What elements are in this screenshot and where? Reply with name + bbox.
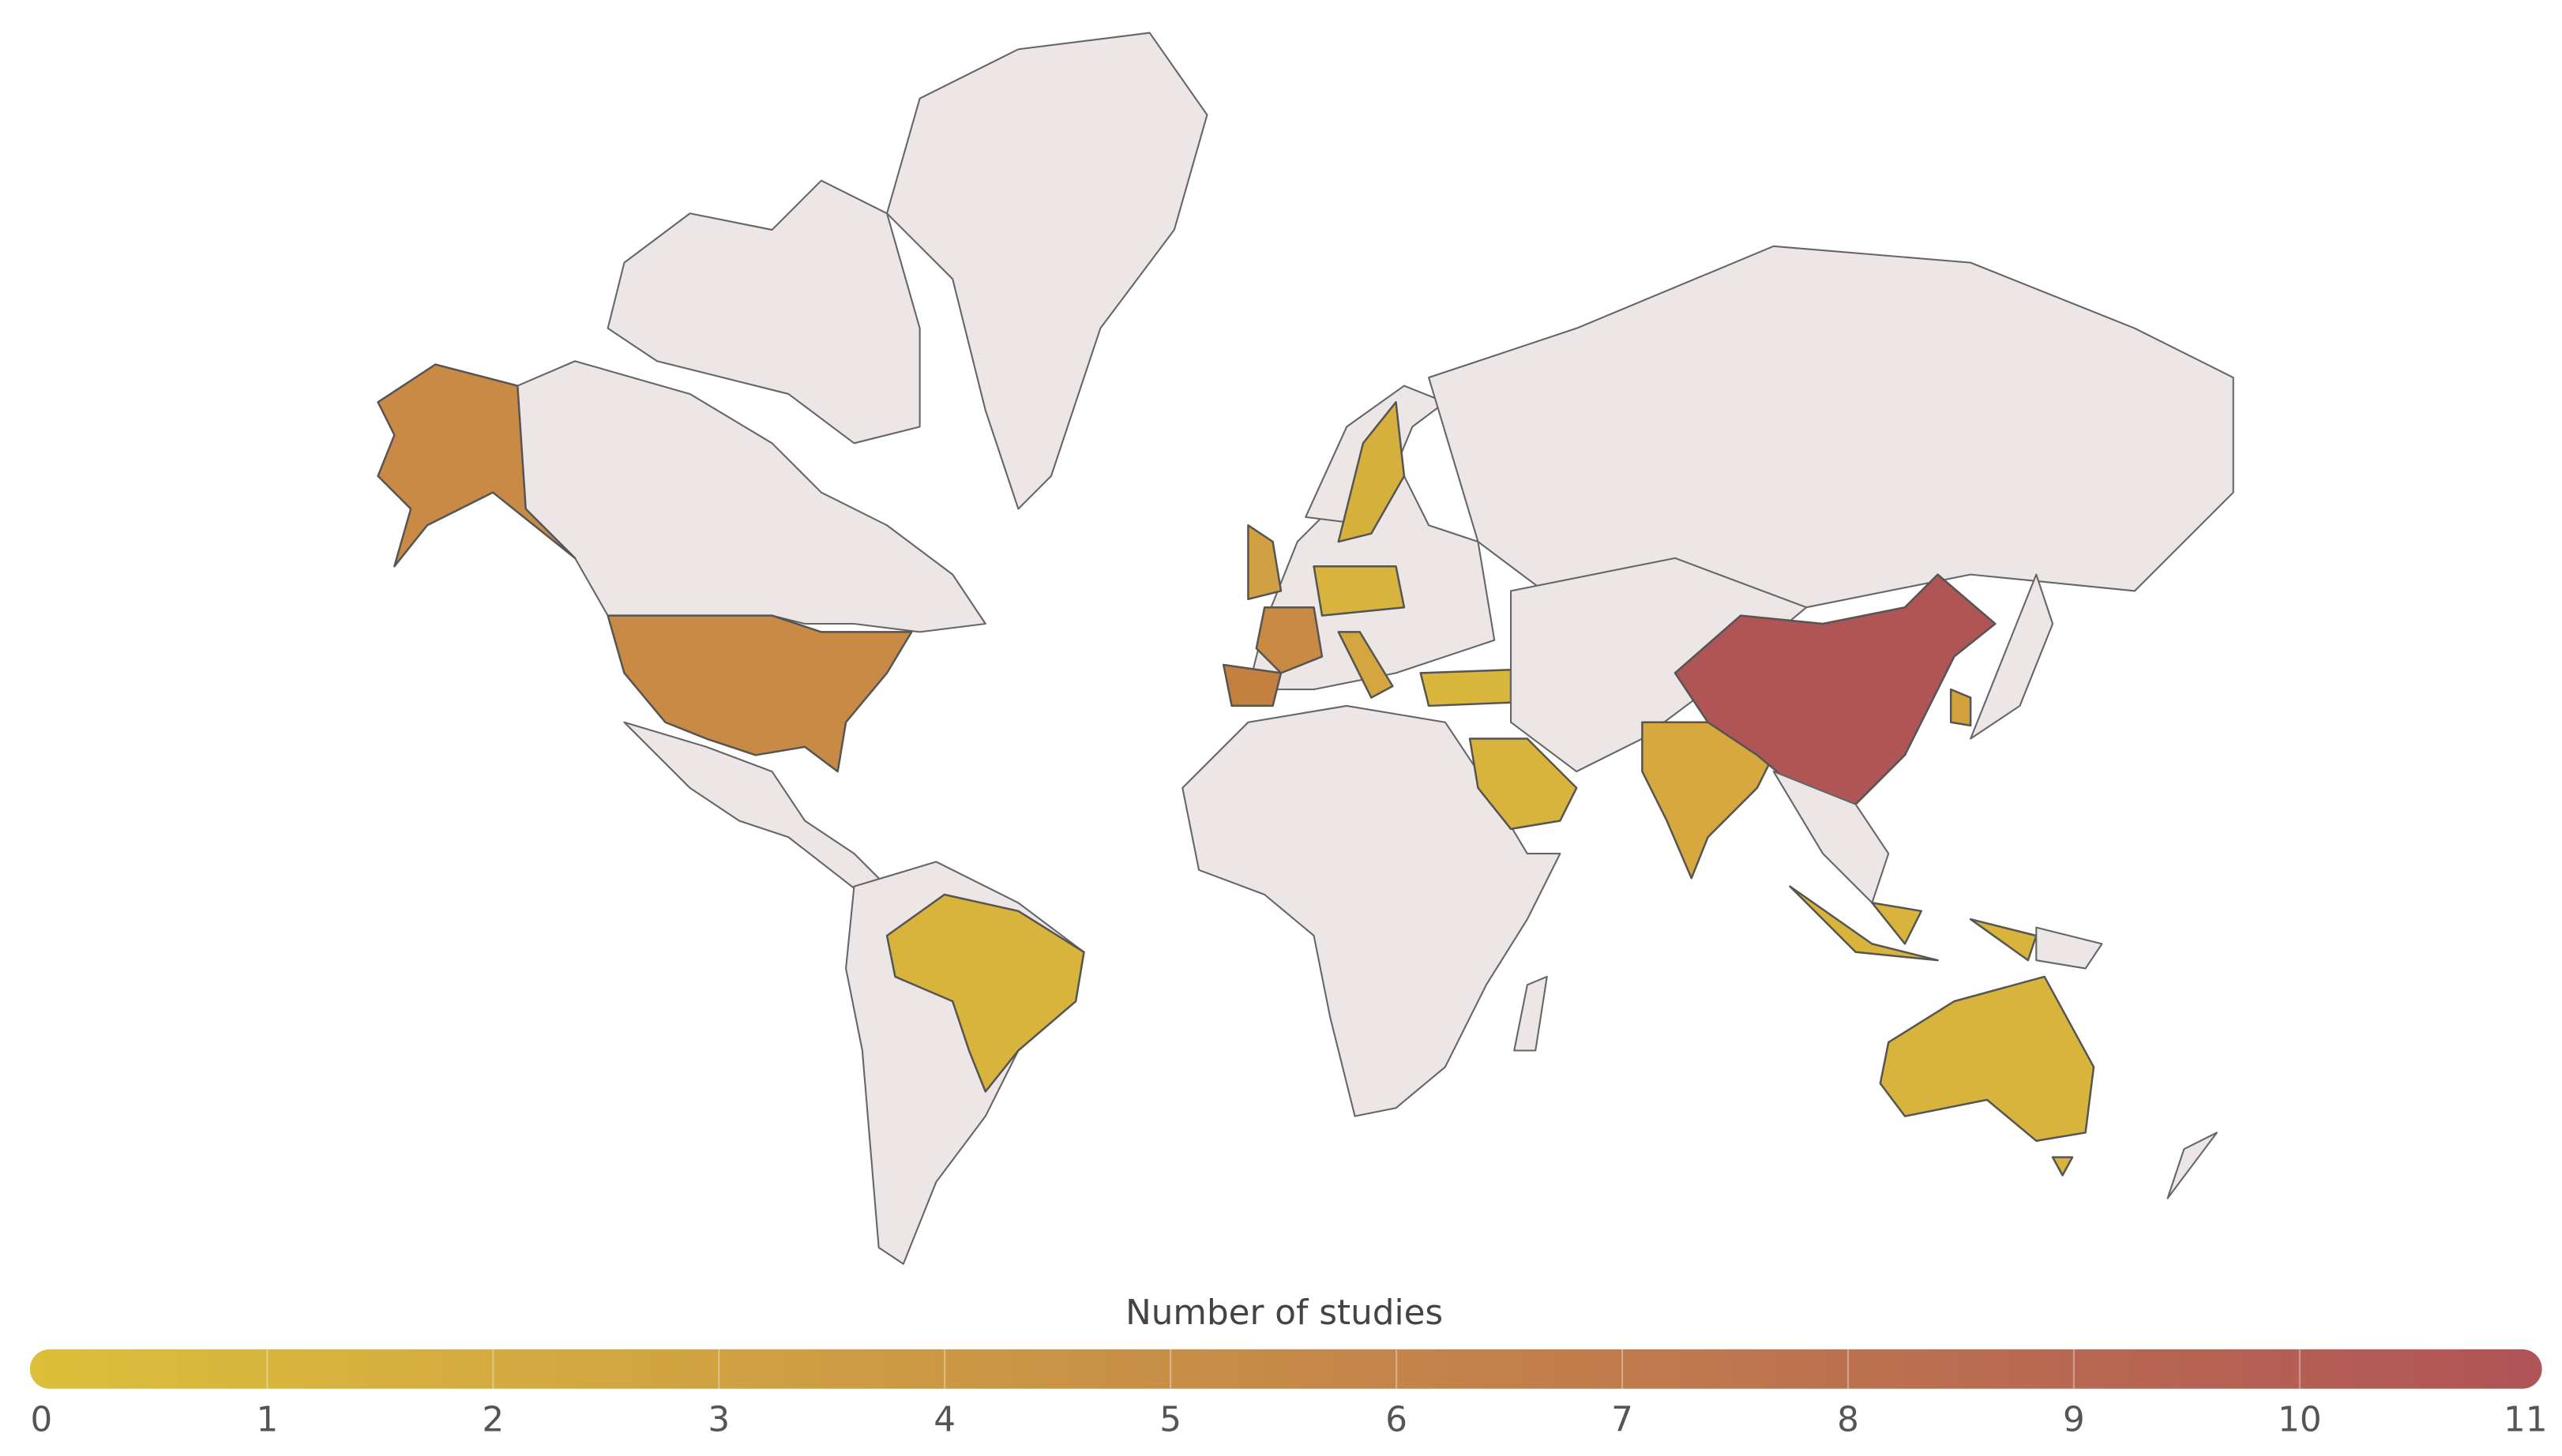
canada <box>517 360 986 633</box>
russia <box>1428 245 2234 609</box>
spain <box>1222 663 1283 707</box>
brazil <box>885 893 1085 1093</box>
madagascar <box>1513 975 1548 1052</box>
colorbar-tick-label: 7 <box>1611 1399 1633 1439</box>
colorbar-tick-label: 5 <box>1159 1399 1181 1439</box>
china <box>1674 573 1997 805</box>
colorbar-tick-label: 8 <box>1837 1399 1859 1439</box>
southeast-asia <box>1772 771 1890 904</box>
australia <box>1879 975 2095 1143</box>
arctic-islands <box>607 179 921 445</box>
new-guinea-west <box>1969 918 2038 962</box>
colorbar-tick-label: 1 <box>256 1399 278 1439</box>
colorbar: Number of studies 0 1 2 3 4 5 6 7 8 9 10 11 <box>29 1293 2548 1439</box>
colorbar-bar <box>29 1349 2542 1389</box>
usa <box>607 614 913 773</box>
borneo <box>1871 902 1923 945</box>
saudi-arabia <box>1468 737 1578 831</box>
countries <box>377 32 2234 1265</box>
colorbar-title: Number of studies <box>1125 1293 1443 1333</box>
colorbar-tick-label: 10 <box>2278 1399 2322 1439</box>
korea <box>1949 688 1972 727</box>
new-zealand <box>2166 1131 2218 1199</box>
colorbar-tick-label: 11 <box>2504 1399 2548 1439</box>
uk <box>1247 524 1283 601</box>
france <box>1255 606 1324 674</box>
greenland <box>886 32 1208 510</box>
sumatra <box>1789 885 1939 962</box>
tasmania <box>2051 1156 2074 1176</box>
colorbar-tick-label: 9 <box>2063 1399 2085 1439</box>
alaska <box>377 363 577 568</box>
colorbar-tick-label: 3 <box>708 1399 730 1439</box>
italy <box>1337 631 1394 699</box>
colorbar-tick-label: 4 <box>934 1399 956 1439</box>
papua <box>2035 926 2103 970</box>
colorbar-tick-label: 2 <box>482 1399 504 1439</box>
japan <box>1970 573 2054 740</box>
colorbar-tick-label: 6 <box>1385 1399 1407 1439</box>
central-europe <box>1313 565 1406 617</box>
sweden <box>1337 401 1406 543</box>
central-asia <box>1510 557 1808 773</box>
africa <box>1181 704 1561 1117</box>
turkey <box>1419 668 1512 707</box>
colorbar-tick-label: 0 <box>31 1399 53 1439</box>
